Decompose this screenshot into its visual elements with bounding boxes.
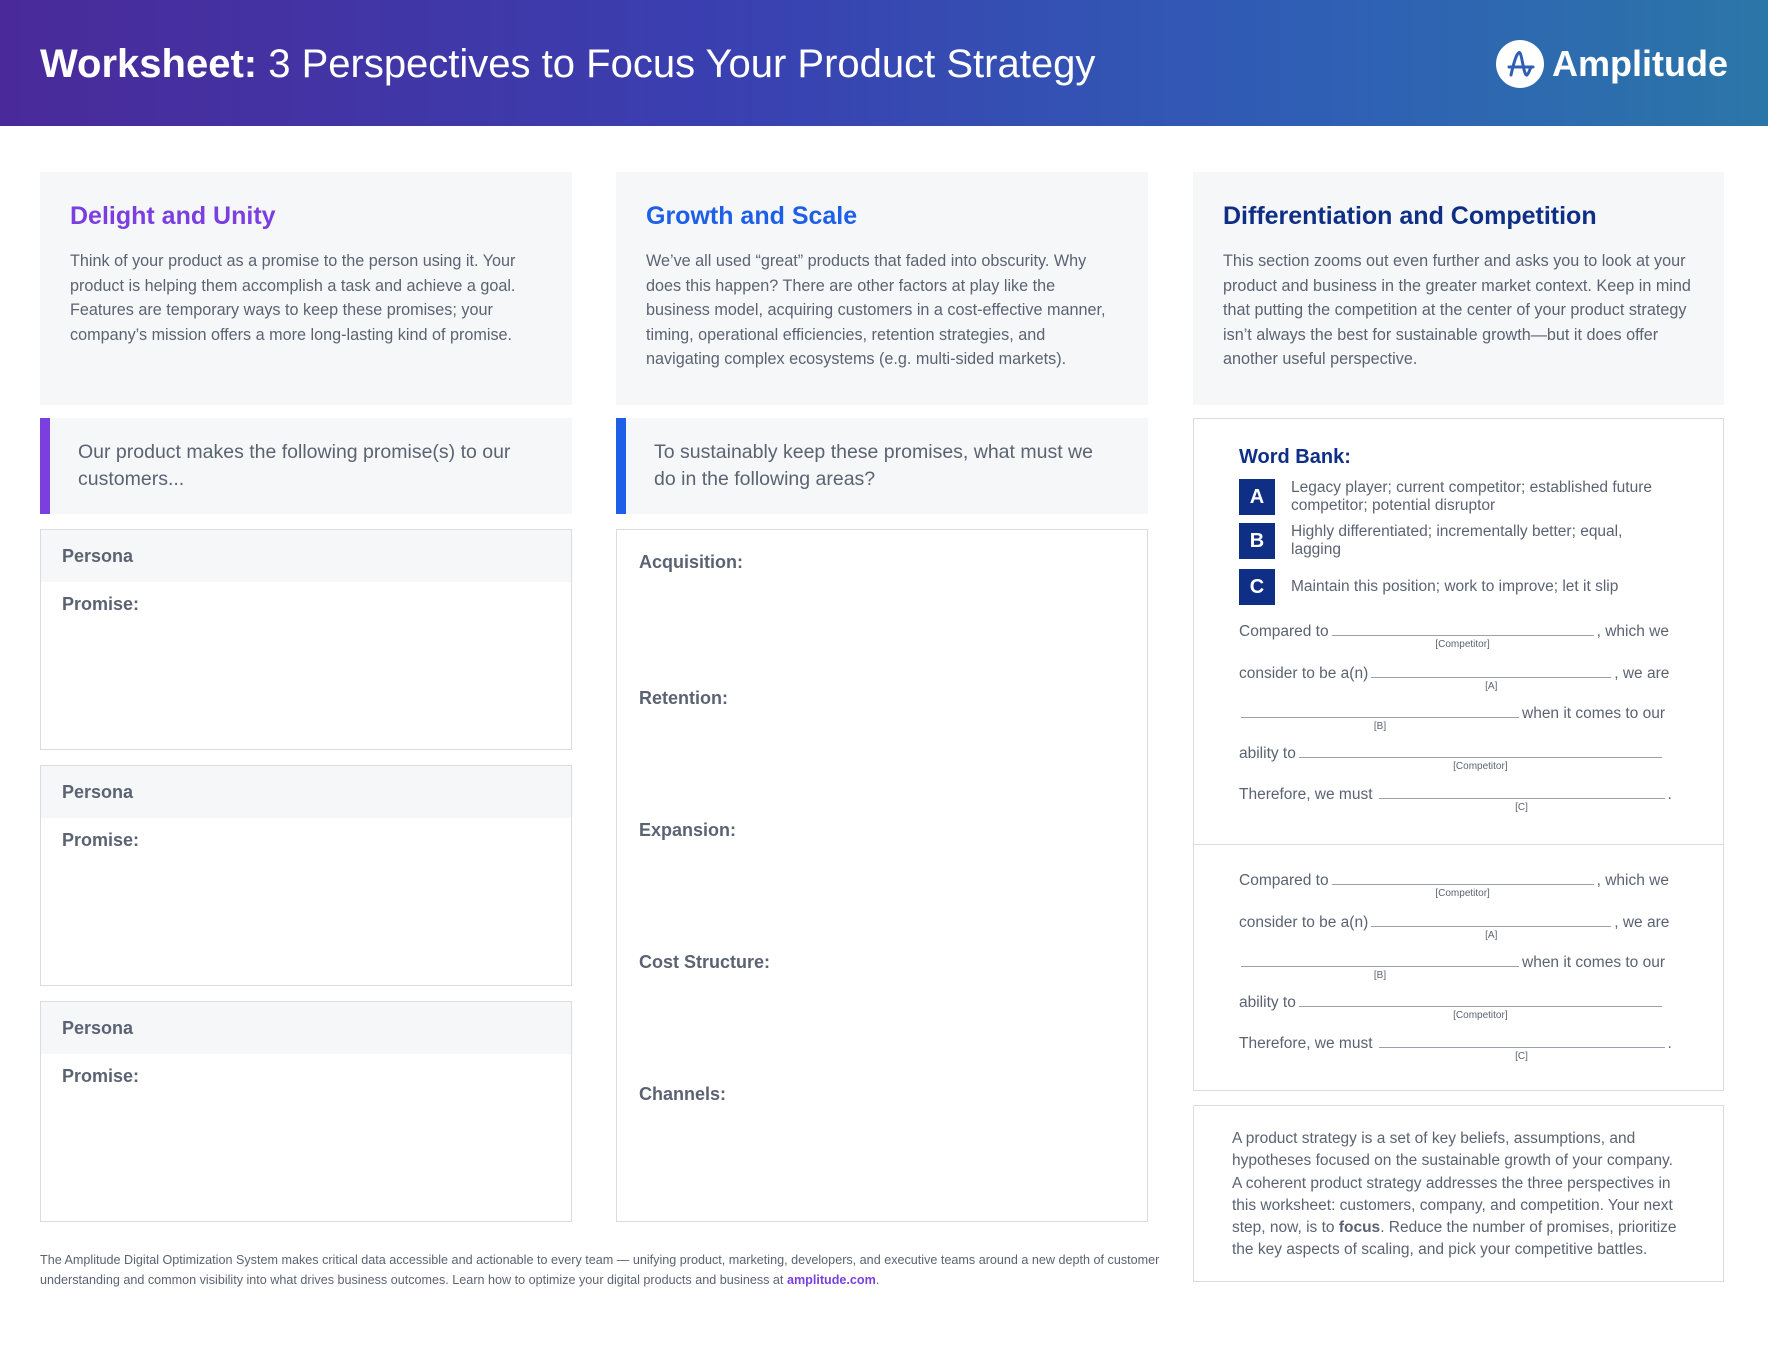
word-bank-item: A Legacy player; current competitor; esta… <box>1239 479 1659 515</box>
competitor-blank[interactable]: [Competitor] <box>1298 1006 1662 1021</box>
page-title: Worksheet: 3 Perspectives to Focus Your … <box>40 42 1095 87</box>
competitor-blank[interactable]: [Competitor] <box>1331 884 1594 899</box>
amplitude-logo: Amplitude <box>1496 40 1728 88</box>
promise-label: Promise: <box>62 594 140 614</box>
prompt-text: To sustainably keep these promises, what… <box>654 441 1093 490</box>
accent-bar <box>616 418 626 514</box>
section-heading: Delight and Unity <box>70 202 276 230</box>
persona-card[interactable]: Persona Promise: <box>40 765 572 986</box>
word-bank-title: Word Bank: <box>1239 446 1351 468</box>
growth-intro: Growth and Scale We’ve all used “great” … <box>616 172 1148 405</box>
footer-text: The Amplitude Digital Optimization Syste… <box>40 1250 1160 1290</box>
letter-badge: B <box>1239 523 1275 559</box>
summary-bold: focus <box>1338 1219 1381 1237</box>
delight-intro: Delight and Unity Think of your product … <box>40 172 572 405</box>
area-channels: Channels: <box>639 1084 727 1104</box>
title-bold: Worksheet: <box>40 42 258 86</box>
word-bank-text: Highly differentiated; incrementally bet… <box>1291 523 1623 558</box>
word-bank-text: Legacy player; current competitor; estab… <box>1291 479 1652 514</box>
b-blank[interactable]: [B] <box>1241 717 1519 732</box>
persona-card[interactable]: Persona Promise: <box>40 529 572 750</box>
prompt-text: Our product makes the following promise(… <box>78 441 511 490</box>
word-bank-item: C Maintain this position; work to improve… <box>1239 569 1659 605</box>
section-body: This section zooms out even further and … <box>1223 252 1691 369</box>
word-bank-text: Maintain this position; work to improve;… <box>1291 578 1619 595</box>
amplitude-logo-icon <box>1496 40 1544 88</box>
areas-prompt: To sustainably keep these promises, what… <box>616 418 1148 514</box>
section-heading: Differentiation and Competition <box>1223 202 1597 230</box>
area-cost-structure: Cost Structure: <box>639 952 771 972</box>
footer-end: . <box>875 1273 880 1287</box>
area-acquisition: Acquisition: <box>639 552 743 572</box>
area-expansion: Expansion: <box>639 820 737 840</box>
fill-in-statement: Compared to [Competitor], which we consid… <box>1239 872 1672 1062</box>
section-body: We’ve all used “great” products that fad… <box>646 252 1106 369</box>
persona-label: Persona <box>41 1002 571 1054</box>
differentiation-intro: Differentiation and Competition This sec… <box>1193 172 1724 405</box>
area-retention: Retention: <box>639 688 728 708</box>
promise-prompt: Our product makes the following promise(… <box>40 418 572 514</box>
b-blank[interactable]: [B] <box>1241 966 1519 981</box>
competitor-blank[interactable]: [Competitor] <box>1298 757 1662 772</box>
areas-card[interactable]: Acquisition: Retention: Expansion: Cost … <box>616 529 1148 1222</box>
word-bank-box: Word Bank: A Legacy player; current compe… <box>1193 418 1724 1091</box>
promise-label: Promise: <box>62 830 140 850</box>
letter-badge: A <box>1239 479 1275 515</box>
a-blank[interactable]: [A] <box>1371 926 1612 941</box>
summary-text: . Reduce the number of promises, priorit… <box>1232 1219 1677 1259</box>
section-body: Think of your product as a promise to th… <box>70 252 516 344</box>
persona-label: Persona <box>41 530 571 582</box>
logo-text: Amplitude <box>1552 43 1728 84</box>
divider <box>1194 844 1723 845</box>
header-banner: Worksheet: 3 Perspectives to Focus Your … <box>0 0 1768 126</box>
section-heading: Growth and Scale <box>646 202 858 230</box>
c-blank[interactable]: [C] <box>1378 1047 1665 1062</box>
c-blank[interactable]: [C] <box>1378 798 1665 813</box>
persona-label: Persona <box>41 766 571 818</box>
amplitude-link[interactable]: amplitude.com <box>786 1273 876 1287</box>
summary-box: A product strategy is a set of key belie… <box>1193 1105 1724 1282</box>
fill-in-statement: Compared to [Competitor], which we consid… <box>1239 623 1672 813</box>
accent-bar <box>40 418 50 514</box>
letter-badge: C <box>1239 569 1275 605</box>
persona-card[interactable]: Persona Promise: <box>40 1001 572 1222</box>
footer-body: The Amplitude Digital Optimization Syste… <box>40 1253 1160 1287</box>
summary-text: A product strategy is a set of key belie… <box>1232 1130 1673 1237</box>
a-blank[interactable]: [A] <box>1371 677 1612 692</box>
promise-label: Promise: <box>62 1066 140 1086</box>
word-bank-item: B Highly differentiated; incrementally be… <box>1239 523 1659 559</box>
title-rest: 3 Perspectives to Focus Your Product Str… <box>257 42 1096 86</box>
competitor-blank[interactable]: [Competitor] <box>1331 635 1594 650</box>
